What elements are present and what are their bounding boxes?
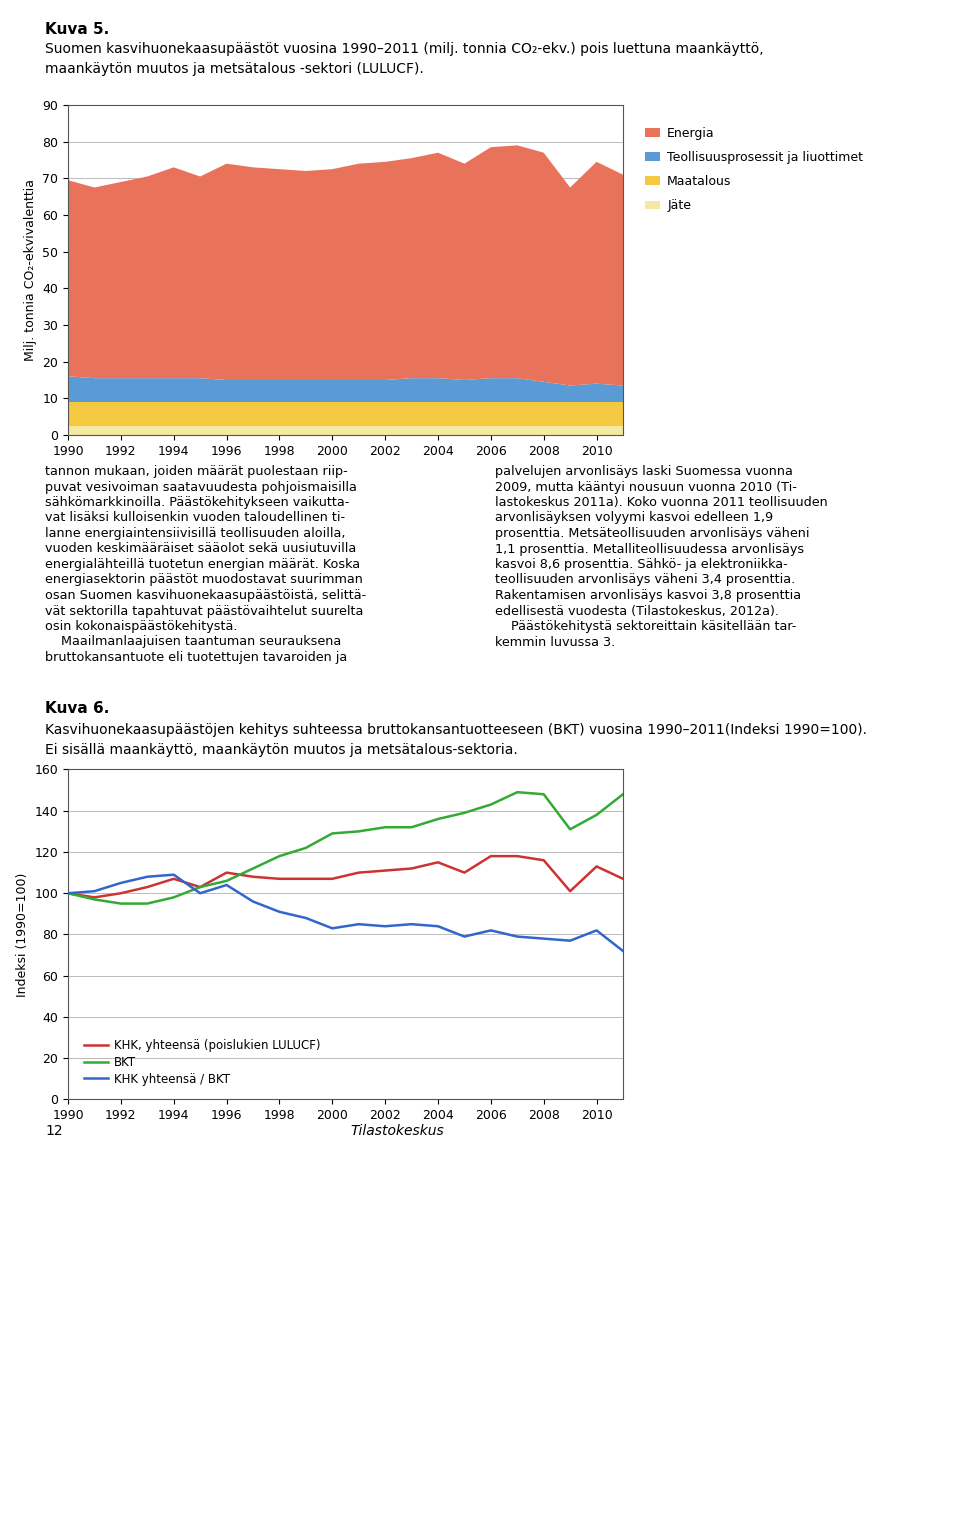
Text: arvonlisäyksen volyymi kasvoi edelleen 1,9: arvonlisäyksen volyymi kasvoi edelleen 1… xyxy=(495,512,773,524)
Legend: KHK, yhteensä (poislukien LULUCF), BKT, KHK yhteensä / BKT: KHK, yhteensä (poislukien LULUCF), BKT, … xyxy=(80,1034,324,1091)
Text: osin kokonaispäästökehitystä.: osin kokonaispäästökehitystä. xyxy=(45,620,237,633)
Text: tannon mukaan, joiden määrät puolestaan riip-: tannon mukaan, joiden määrät puolestaan … xyxy=(45,466,348,478)
Text: sähkömarkkinoilla. Päästökehitykseen vaikutta-: sähkömarkkinoilla. Päästökehitykseen vai… xyxy=(45,496,349,509)
Text: lastokeskus 2011a). Koko vuonna 2011 teollisuuden: lastokeskus 2011a). Koko vuonna 2011 teo… xyxy=(495,496,828,509)
Y-axis label: Indeksi (1990=100): Indeksi (1990=100) xyxy=(16,872,29,997)
Text: Päästökehitystä sektoreittain käsitellään tar-: Päästökehitystä sektoreittain käsitellää… xyxy=(495,620,797,633)
Text: bruttokansantuote eli tuotettujen tavaroiden ja: bruttokansantuote eli tuotettujen tavaro… xyxy=(45,651,348,663)
Text: 2009, mutta kääntyi nousuun vuonna 2010 (Ti-: 2009, mutta kääntyi nousuun vuonna 2010 … xyxy=(495,481,797,493)
Text: energiasektorin päästöt muodostavat suurimman: energiasektorin päästöt muodostavat suur… xyxy=(45,573,363,587)
Legend: Energia, Teollisuusprosessit ja liuottimet, Maatalous, Jäte: Energia, Teollisuusprosessit ja liuottim… xyxy=(639,121,868,218)
Text: lanne energiaintensiivisillä teollisuuden aloilla,: lanne energiaintensiivisillä teollisuude… xyxy=(45,527,346,539)
Text: Maailmanlaajuisen taantuman seurauksena: Maailmanlaajuisen taantuman seurauksena xyxy=(45,636,341,648)
Text: Rakentamisen arvonlisäys kasvoi 3,8 prosenttia: Rakentamisen arvonlisäys kasvoi 3,8 pros… xyxy=(495,588,802,602)
Text: prosenttia. Metsäteollisuuden arvonlisäys väheni: prosenttia. Metsäteollisuuden arvonlisäy… xyxy=(495,527,809,539)
Text: kasvoi 8,6 prosenttia. Sähkö- ja elektroniikka-: kasvoi 8,6 prosenttia. Sähkö- ja elektro… xyxy=(495,558,788,571)
Text: Kuva 5.: Kuva 5. xyxy=(45,21,109,37)
Text: maankäytön muutos ja metsätalous -sektori (LULUCF).: maankäytön muutos ja metsätalous -sektor… xyxy=(45,61,423,77)
Text: kemmin luvussa 3.: kemmin luvussa 3. xyxy=(495,636,615,648)
Text: Kasvihuonekaasupäästöjen kehitys suhteessa bruttokansantuotteeseen (BKT) vuosina: Kasvihuonekaasupäästöjen kehitys suhtees… xyxy=(45,723,867,737)
Text: 1,1 prosenttia. Metalliteollisuudessa arvonlisäys: 1,1 prosenttia. Metalliteollisuudessa ar… xyxy=(495,542,804,556)
Text: Kuva 6.: Kuva 6. xyxy=(45,702,109,717)
Text: vuoden keskimääräiset sääolot sekä uusiutuvilla: vuoden keskimääräiset sääolot sekä uusiu… xyxy=(45,542,356,556)
Text: edellisestä vuodesta (Tilastokeskus, 2012a).: edellisestä vuodesta (Tilastokeskus, 201… xyxy=(495,605,779,617)
Text: vat lisäksi kulloisenkin vuoden taloudellinen ti-: vat lisäksi kulloisenkin vuoden taloudel… xyxy=(45,512,346,524)
Text: Ei sisällä maankäyttö, maankäytön muutos ja metsätalous-sektoria.: Ei sisällä maankäyttö, maankäytön muutos… xyxy=(45,743,517,757)
Text: energialähteillä tuotetun energian määrät. Koska: energialähteillä tuotetun energian määrä… xyxy=(45,558,360,571)
Text: vät sektorilla tapahtuvat päästövaihtelut suurelta: vät sektorilla tapahtuvat päästövaihtelu… xyxy=(45,605,364,617)
Text: Tilastokeskus: Tilastokeskus xyxy=(350,1124,444,1138)
Text: 12: 12 xyxy=(45,1124,62,1138)
Text: osan Suomen kasvihuonekaasupäästöistä, selittä-: osan Suomen kasvihuonekaasupäästöistä, s… xyxy=(45,588,367,602)
Text: palvelujen arvonlisäys laski Suomessa vuonna: palvelujen arvonlisäys laski Suomessa vu… xyxy=(495,466,793,478)
Text: teollisuuden arvonlisäys väheni 3,4 prosenttia.: teollisuuden arvonlisäys väheni 3,4 pros… xyxy=(495,573,795,587)
Y-axis label: Milj. tonnia CO₂-ekvivalenttia: Milj. tonnia CO₂-ekvivalenttia xyxy=(24,179,36,362)
Text: Suomen kasvihuonekaasupäästöt vuosina 1990–2011 (milj. tonnia CO₂-ekv.) pois lue: Suomen kasvihuonekaasupäästöt vuosina 19… xyxy=(45,41,763,57)
Text: puvat vesivoiman saatavuudesta pohjoismaisilla: puvat vesivoiman saatavuudesta pohjoisma… xyxy=(45,481,357,493)
